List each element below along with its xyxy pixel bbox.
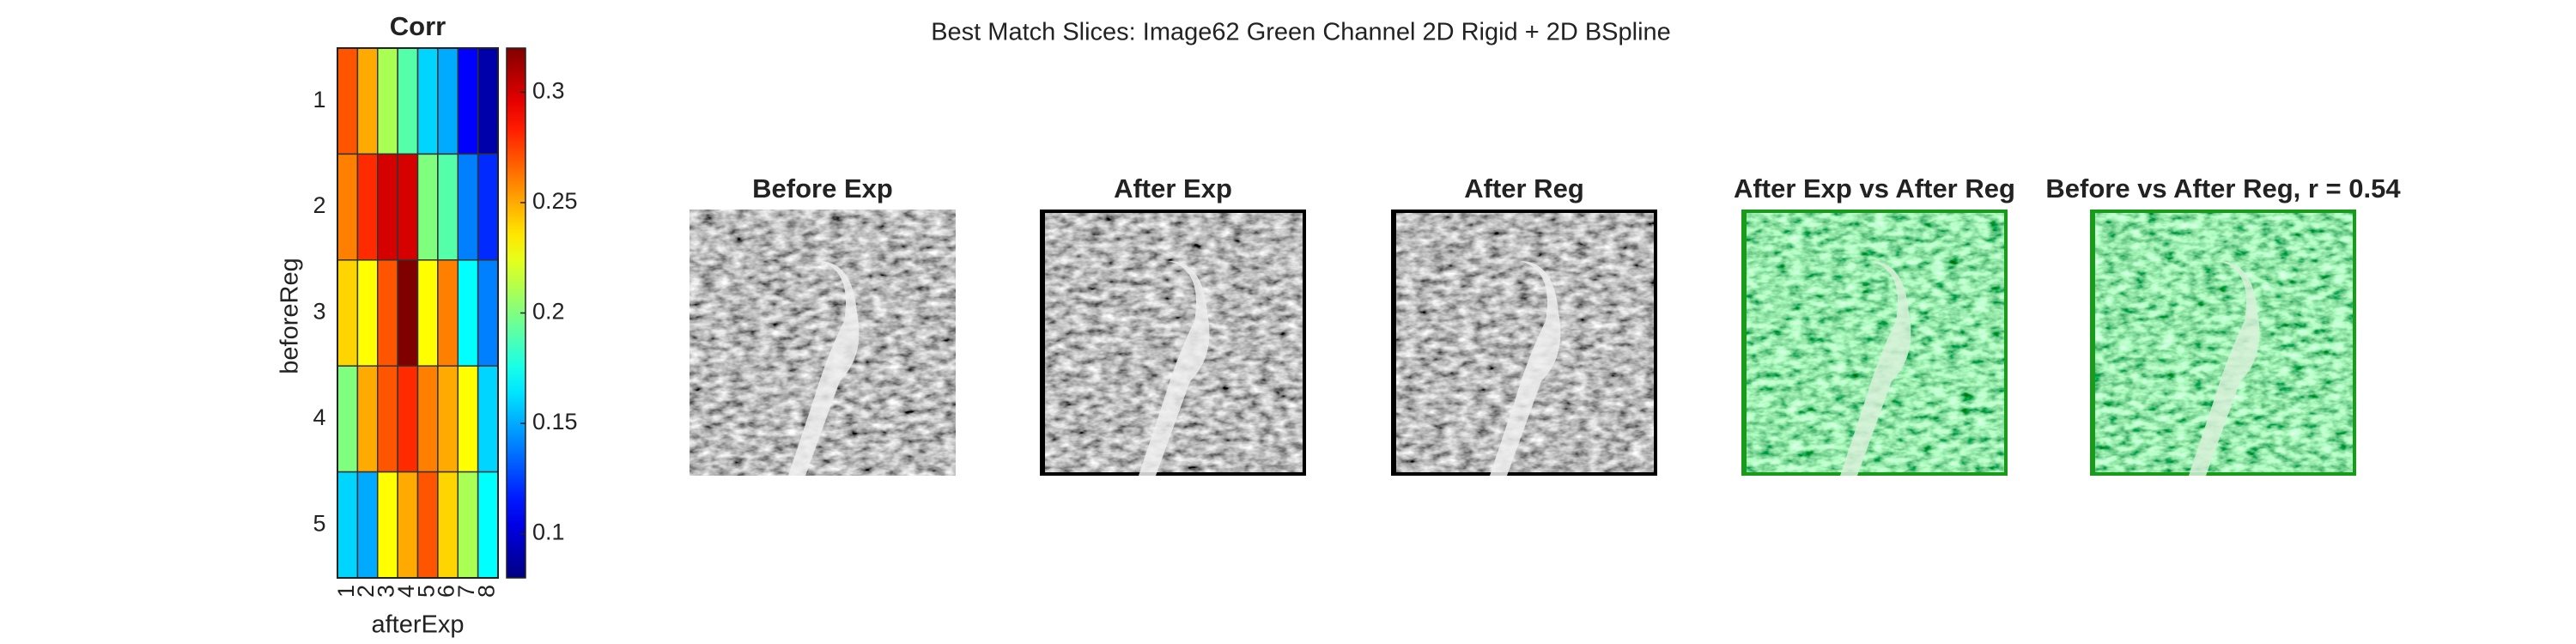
colorbar-tick-label: 0.3 xyxy=(532,78,565,104)
heatmap-cell xyxy=(397,47,419,155)
image xyxy=(690,210,956,476)
x-tick-label: 6 xyxy=(434,585,459,598)
image-cell-body xyxy=(2189,261,2260,476)
heatmap-cell xyxy=(457,153,479,261)
heatmap-cell xyxy=(356,365,379,473)
panel-title: After Exp vs After Reg xyxy=(1734,173,2015,204)
heatmap-cell xyxy=(416,365,439,473)
chart-title: Corr xyxy=(390,11,446,41)
plot-frame xyxy=(337,47,499,579)
x-axis-label: afterExp xyxy=(372,611,465,639)
colorbar-tick-label: 0.25 xyxy=(532,188,578,214)
heatmap-cell xyxy=(356,47,379,155)
panel-title: Before Exp xyxy=(752,173,893,204)
heatmap-cell xyxy=(397,471,419,579)
x-tick-label: 2 xyxy=(353,585,379,598)
x-tick-label: 4 xyxy=(393,585,419,598)
heatmap-cell xyxy=(377,153,398,261)
heatmap-cell xyxy=(477,47,499,155)
y-tick-label: 5 xyxy=(313,510,325,536)
heatmap-cell xyxy=(477,153,499,261)
heatmap-cell xyxy=(397,153,419,261)
heatmap-cell xyxy=(477,259,499,367)
image-cell-body xyxy=(1840,261,1911,476)
image-cell-body xyxy=(788,261,860,476)
colorbar-tick-label: 0.2 xyxy=(532,299,565,325)
heatmap-cell xyxy=(377,47,398,155)
x-tick-label: 3 xyxy=(374,585,399,598)
heatmap-cell xyxy=(437,47,459,155)
y-tick-label: 1 xyxy=(313,87,325,112)
heatmap-cell xyxy=(477,471,499,579)
heatmap-cell xyxy=(457,47,479,155)
heatmap-cell xyxy=(457,471,479,579)
heatmap-cell xyxy=(416,471,439,579)
panel-title: After Exp xyxy=(1114,173,1232,204)
colorbar-tick-label: 0.15 xyxy=(532,409,578,434)
panel-title: Before vs After Reg, r = 0.54 xyxy=(2045,173,2401,204)
heatmap-cell xyxy=(397,259,419,367)
heatmap-cell xyxy=(477,365,499,473)
x-tick-label: 7 xyxy=(453,585,479,598)
x-tick-label: 1 xyxy=(333,585,359,598)
heatmap-cell xyxy=(416,47,439,155)
y-tick-label: 2 xyxy=(313,192,325,218)
y-tick-label: 3 xyxy=(313,299,325,325)
image-panels: Before Exp After Exp After Reg After Exp vs… xyxy=(690,173,2401,476)
heatmap-cell xyxy=(377,259,398,367)
heatmap-cell xyxy=(337,471,359,579)
image-cell-body xyxy=(1139,261,1210,476)
x-tick-label: 8 xyxy=(473,585,499,598)
colorbar-tick-label: 0.1 xyxy=(532,519,565,545)
x-tick-label: 5 xyxy=(413,585,439,598)
image xyxy=(1747,213,2004,472)
heatmap-cell xyxy=(437,365,459,473)
heatmap-cell xyxy=(337,47,359,155)
image xyxy=(1396,213,1654,472)
heatmap-cell xyxy=(356,471,379,579)
heatmap-cell xyxy=(416,153,439,261)
heatmap-cell xyxy=(377,365,398,473)
heatmap-cell xyxy=(437,259,459,367)
y-tick-label: 4 xyxy=(313,404,325,430)
panel-title: After Reg xyxy=(1464,173,1584,204)
heatmap-cell xyxy=(457,365,479,473)
image-cell-body xyxy=(1490,261,1561,476)
heatmap-cell xyxy=(437,471,459,579)
heatmap-cell xyxy=(457,259,479,367)
y-axis-label: beforeReg xyxy=(276,258,304,374)
heatmap-cell xyxy=(337,259,359,367)
heatmap-cell xyxy=(337,153,359,261)
heatmap-cell xyxy=(416,259,439,367)
heatmap-cell xyxy=(397,365,419,473)
heatmap-cell xyxy=(437,153,459,261)
figure-title: Best Match Slices: Image62 Green Channel… xyxy=(931,19,1671,46)
heatmap-cell xyxy=(356,259,379,367)
heatmap-cell xyxy=(337,365,359,473)
heatmap-cell xyxy=(356,153,379,261)
heatmap-cell xyxy=(377,471,398,579)
image xyxy=(2095,213,2353,472)
image xyxy=(1045,213,1303,472)
